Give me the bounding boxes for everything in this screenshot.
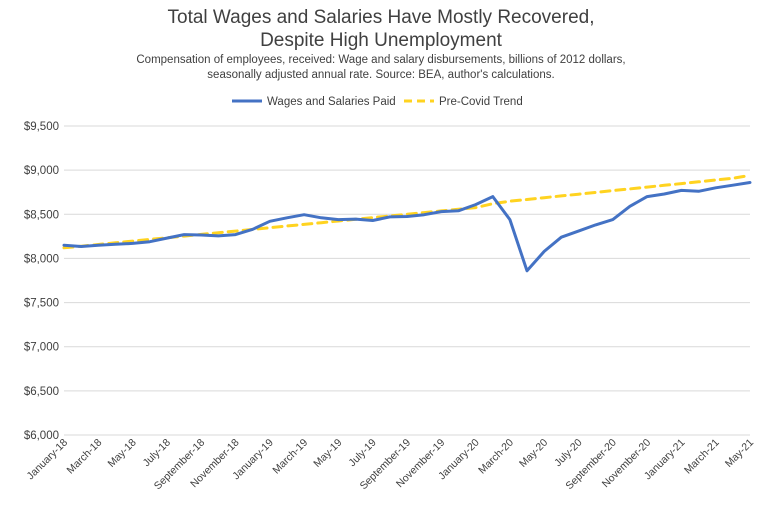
x-tick-label: July-20 xyxy=(552,437,585,470)
chart-subtitle-line-1: Compensation of employees, received: Wag… xyxy=(136,54,625,66)
x-tick-label: March-21 xyxy=(682,437,722,477)
y-tick-label: $7,500 xyxy=(24,298,59,310)
x-tick-label: January-18 xyxy=(24,437,70,483)
x-tick-label: May-18 xyxy=(105,437,138,470)
y-tick-label: $8,500 xyxy=(24,209,59,221)
legend-label-trend: Pre-Covid Trend xyxy=(439,96,523,108)
chart-title-line-1: Total Wages and Salaries Have Mostly Rec… xyxy=(168,7,595,28)
x-tick-label: July-19 xyxy=(346,437,379,470)
x-tick-label: May-21 xyxy=(723,437,756,470)
legend: Wages and Salaries Paid Pre-Covid Trend xyxy=(232,96,523,108)
x-tick-label: March-19 xyxy=(270,437,310,477)
y-tick-label: $9,500 xyxy=(24,121,59,133)
y-tick-label: $8,000 xyxy=(24,253,59,265)
y-tick-label: $9,000 xyxy=(24,165,59,177)
x-tick-label: May-20 xyxy=(517,437,550,470)
y-tick-label: $7,000 xyxy=(24,342,59,354)
y-tick-label: $6,500 xyxy=(24,386,59,398)
x-tick-label: March-20 xyxy=(476,437,516,477)
x-tick-label: March-18 xyxy=(65,437,105,477)
gridlines xyxy=(64,125,750,436)
y-tick-label: $6,000 xyxy=(24,430,59,442)
series-lines xyxy=(62,173,752,273)
series-line-wages xyxy=(62,181,752,273)
x-tick-label: May-19 xyxy=(311,437,344,470)
y-axis: $6,000 $6,500 $7,000 $7,500 $8,000 $8,500 $9,0… xyxy=(24,121,59,442)
chart-subtitle-line-2: seasonally adjusted annual rate. Source:… xyxy=(207,69,554,81)
legend-label-wages: Wages and Salaries Paid xyxy=(267,96,396,108)
x-tick-label: July-18 xyxy=(141,437,174,470)
chart-title-line-2: Despite High Unemployment xyxy=(260,30,503,51)
